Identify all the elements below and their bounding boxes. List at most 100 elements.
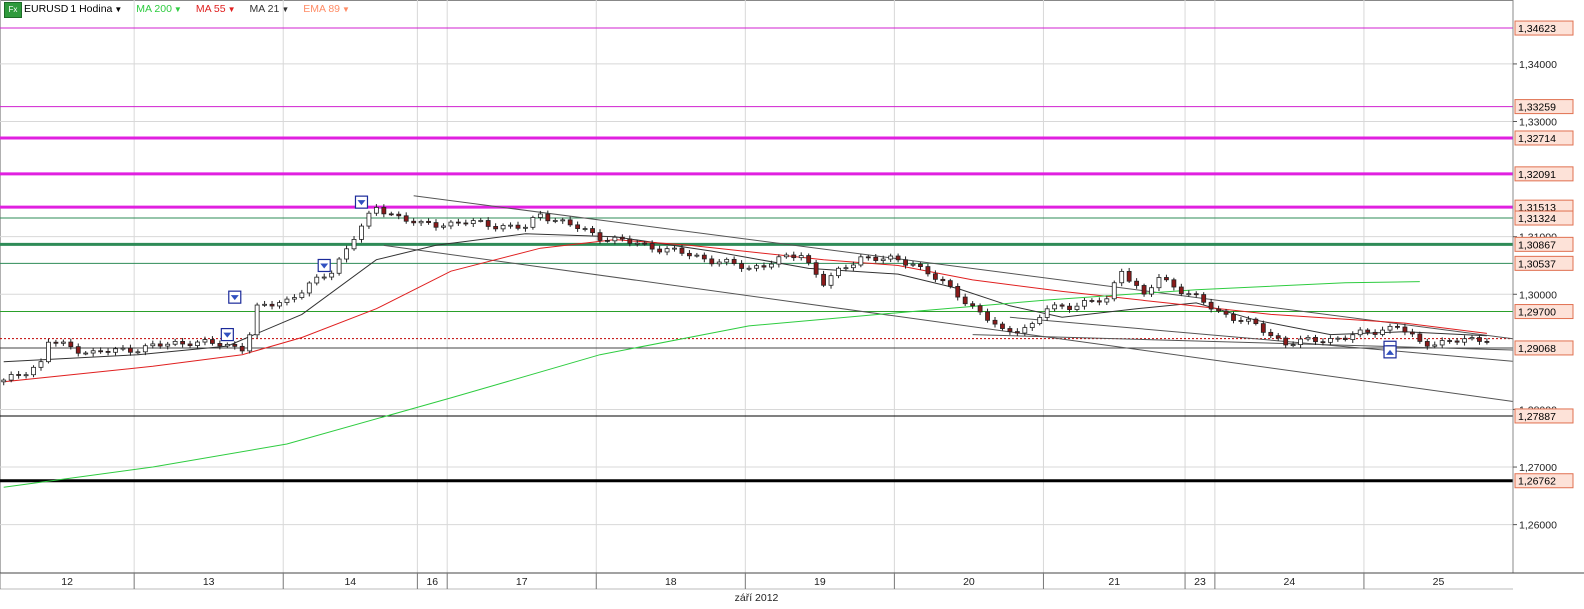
fx-logo-icon: Fx (4, 2, 22, 18)
candle-body (381, 207, 387, 215)
indicator-ma21[interactable]: MA 21 ▼ (250, 3, 290, 15)
symbol-selector[interactable]: EURUSD 1 Hodina ▼ (24, 3, 122, 15)
candle-body (1000, 323, 1005, 329)
candle-body (523, 226, 528, 229)
candle-body (1216, 308, 1221, 312)
candle-body (672, 247, 677, 250)
candle-body (865, 256, 871, 259)
candle-body (627, 238, 633, 244)
candle-body (113, 348, 118, 353)
candle-body (1126, 270, 1132, 282)
candle-body (605, 240, 610, 242)
candle-body (306, 282, 312, 294)
candle-body (1462, 338, 1467, 343)
candle-body (709, 258, 715, 265)
candle-body (224, 343, 230, 347)
candle-body (843, 267, 849, 270)
candle-body (515, 224, 521, 229)
candle-body (418, 220, 424, 224)
candle-body (1298, 338, 1303, 346)
candle-body (441, 225, 446, 228)
candle-body (299, 292, 305, 298)
x-tick-label: 20 (963, 576, 975, 588)
candle-body (46, 341, 51, 363)
candle-body (277, 302, 282, 307)
chart-legend: EURUSD 1 Hodina ▼ MA 200 ▼ MA 55 ▼ MA 21… (24, 3, 350, 15)
price-level-label: 1,26762 (1518, 476, 1556, 488)
candle-body (836, 267, 841, 277)
candle-body (1327, 338, 1333, 343)
candle-body (903, 259, 908, 266)
candle-body (1022, 327, 1028, 334)
candle-body (493, 226, 499, 230)
moving-average-line (3, 233, 1487, 363)
candle-body (180, 340, 186, 345)
indicator-ma55[interactable]: MA 55 ▼ (196, 3, 236, 15)
trendline (972, 334, 1517, 351)
candle-body (60, 341, 66, 344)
candle-body (262, 303, 267, 306)
price-level-label: 1,31324 (1518, 213, 1556, 225)
candle-body (1082, 300, 1087, 307)
candle-body (1246, 318, 1251, 322)
candle-body (1447, 340, 1453, 342)
candle-body (910, 263, 916, 266)
candle-body (545, 213, 551, 222)
candle-body (1313, 336, 1318, 343)
price-level-label: 1,29068 (1518, 343, 1556, 355)
candle-body (269, 303, 275, 307)
candle-body (1134, 280, 1140, 286)
candle-body (1141, 285, 1147, 295)
x-tick-label: 17 (516, 576, 528, 588)
symbol-label: EURUSD (24, 3, 69, 15)
candle-body (433, 222, 439, 228)
candle-body (1320, 341, 1326, 344)
candle-body (508, 224, 513, 227)
candle-body (1193, 293, 1199, 296)
candle-body (642, 242, 648, 245)
price-level-label: 1,27887 (1518, 411, 1556, 423)
y-tick-label: 1,26000 (1519, 520, 1557, 532)
candle-body (619, 236, 625, 240)
candle-body (411, 220, 417, 224)
candle-body (575, 224, 581, 229)
candle-body (769, 263, 774, 268)
candle-body (1074, 305, 1080, 310)
moving-averages (3, 233, 1487, 488)
candle-body (359, 225, 364, 240)
indicator-ma200[interactable]: MA 200 ▼ (136, 3, 182, 15)
candle-body (664, 248, 670, 253)
candle-body (1119, 270, 1125, 284)
candle-body (1305, 336, 1311, 340)
candle-body (649, 243, 655, 250)
candle-body (1387, 325, 1393, 331)
time-axis: 12 13 14 16 17 18 19 20 21 23 24 25 září 2012 (0, 572, 1584, 609)
candle-body (1402, 326, 1408, 333)
candle-body (120, 347, 126, 350)
candle-body (1253, 318, 1259, 325)
candle-body (463, 222, 469, 225)
x-tick-label: 13 (203, 576, 215, 588)
candle-body (1178, 286, 1184, 295)
candle-body (947, 280, 953, 287)
candle-body (142, 345, 148, 353)
candle-body (1067, 305, 1072, 310)
candle-body (798, 255, 804, 259)
chevron-down-icon: ▼ (173, 4, 182, 14)
candle-body (1238, 320, 1244, 322)
candle-body (500, 225, 506, 230)
candle-body (679, 247, 685, 254)
candle-body (1365, 329, 1371, 333)
price-level-label: 1,32714 (1518, 133, 1556, 145)
indicator-ema89[interactable]: EMA 89 ▼ (303, 3, 350, 15)
candle-body (1, 379, 7, 383)
candle-body (783, 254, 789, 258)
candle-body (329, 272, 335, 278)
candle-body (373, 207, 379, 214)
x-tick-label: 19 (814, 576, 826, 588)
trendline (413, 195, 1517, 340)
candle-body (1417, 333, 1423, 342)
price-level-tag (1514, 130, 1574, 146)
candle-body (746, 267, 752, 270)
